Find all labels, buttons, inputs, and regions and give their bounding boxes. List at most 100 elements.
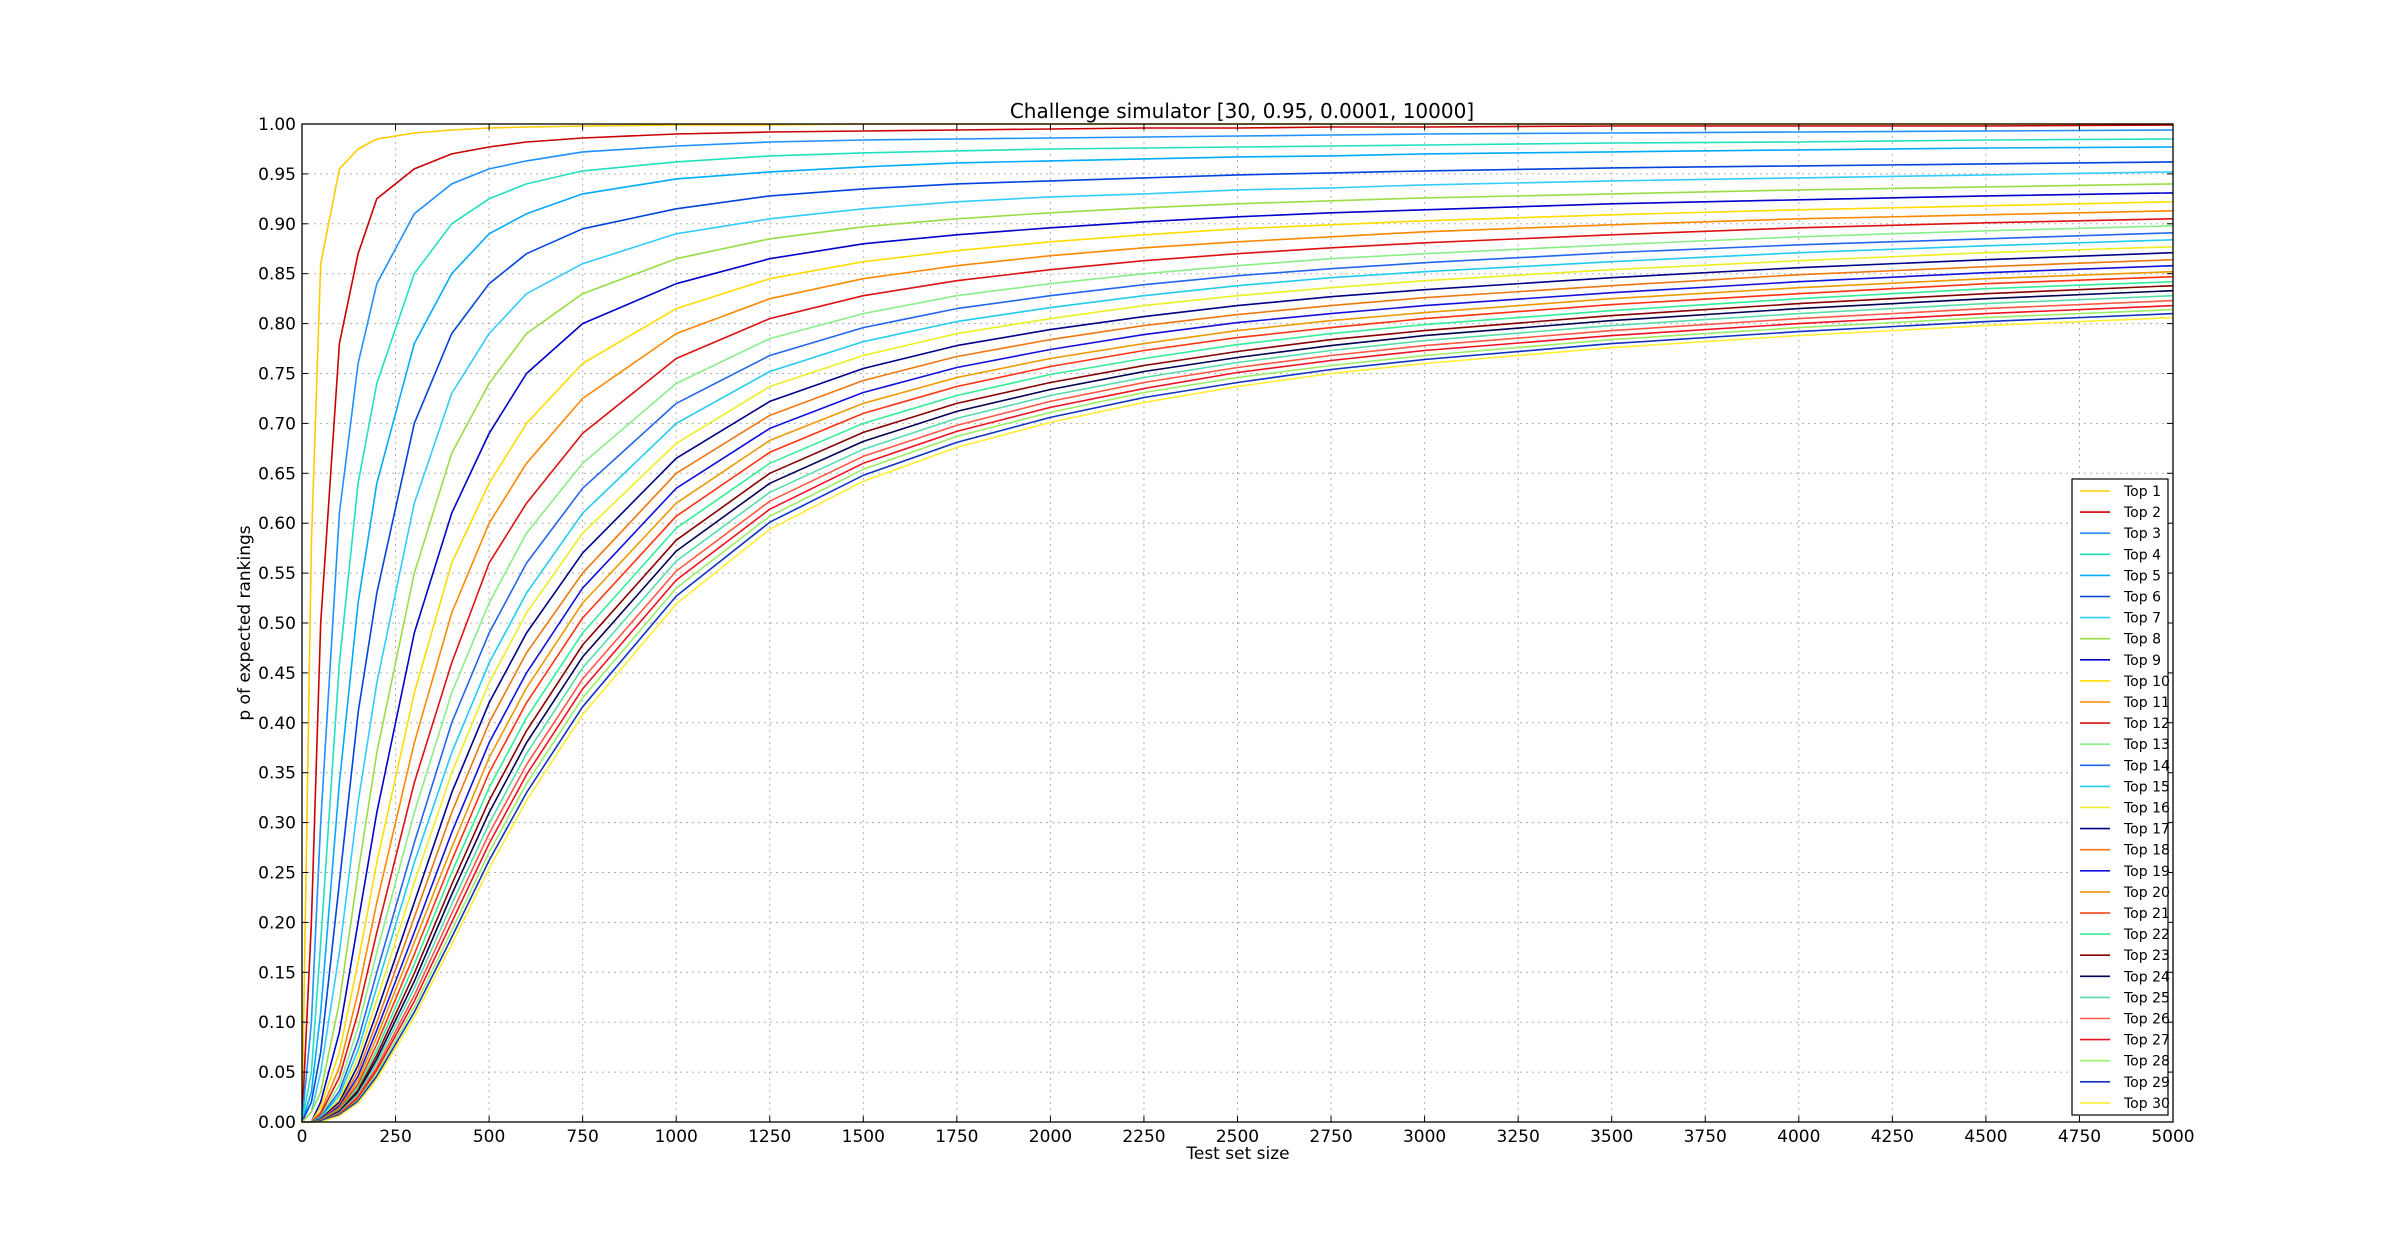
series-line-top-4 [301,138,2174,1123]
y-tick-label: 0.65 [258,464,296,484]
legend-label: Top 24 [2123,969,2170,985]
y-tick-label: 0.85 [258,265,296,285]
legend-label: Top 5 [2123,568,2161,584]
series-line-top-22 [302,280,2174,1123]
y-axis-ticks: 0.00 0.05 0.10 0.15 0.20 0.25 0.30 0.35 0.40 0.45… [258,115,2173,1133]
x-tick-label: 3500 [1590,1127,1633,1147]
x-tick-label: 0 [297,1127,308,1147]
plot-lines [301,123,2174,1123]
legend-label: Top 18 [2123,843,2170,859]
series-line-top-23 [302,284,2174,1123]
y-tick-label: 0.20 [258,913,296,933]
x-tick-label: 500 [473,1127,505,1147]
x-tick-label: 4750 [2058,1127,2101,1147]
series-line-top-3 [301,129,2174,1123]
legend-label: Top 21 [2123,906,2170,922]
series-line-top-8 [301,183,2174,1123]
legend-label: Top 30 [2123,1096,2170,1112]
x-axis-ticks: 0 250 500 750 1000 1250 1500 1750 2000 2250 2500 27… [297,124,2195,1147]
series-line-top-16 [302,246,2174,1123]
y-tick-label: 0.15 [258,963,296,983]
series-line-top-6 [301,161,2174,1123]
y-tick-label: 0.45 [258,664,296,684]
legend-label: Top 25 [2123,990,2170,1006]
series-line-top-20 [302,270,2174,1123]
y-tick-label: 1.00 [258,115,296,135]
series-line-top-30 [302,316,2174,1123]
x-tick-label: 3750 [1684,1127,1727,1147]
legend-label: Top 3 [2123,526,2161,542]
y-tick-label: 0.75 [258,365,296,385]
x-tick-label: 2500 [1216,1127,1259,1147]
legend-label: Top 11 [2123,695,2170,711]
legend-label: Top 29 [2123,1075,2170,1091]
y-tick-label: 0.30 [258,814,296,834]
y-tick-label: 0.05 [258,1063,296,1083]
series-line-top-10 [302,201,2174,1123]
x-tick-label: 5000 [2151,1127,2194,1147]
legend-label: Top 17 [2123,822,2170,838]
series-line-top-14 [302,232,2174,1123]
series-line-top-7 [301,171,2174,1123]
y-axis-label: p of expected rankings [235,525,255,720]
x-tick-label: 1000 [655,1127,698,1147]
legend-label: Top 10 [2123,674,2170,690]
legend-label: Top 22 [2123,927,2170,943]
series-line-top-19 [302,264,2174,1123]
legend-label: Top 4 [2123,547,2161,563]
y-tick-label: 0.55 [258,564,296,584]
legend-label: Top 6 [2123,590,2161,606]
x-tick-label: 4000 [1777,1127,1820,1147]
x-tick-label: 2000 [1029,1127,1072,1147]
series-line-top-24 [302,289,2174,1123]
x-tick-label: 1750 [935,1127,978,1147]
series-line-top-2 [301,124,2174,1123]
x-tick-label: 1250 [748,1127,791,1147]
y-tick-label: 0.70 [258,414,296,434]
x-tick-label: 750 [566,1127,598,1147]
x-tick-label: 3000 [1403,1127,1446,1147]
series-line-top-5 [301,146,2174,1123]
y-tick-label: 0.50 [258,614,296,634]
legend-label: Top 16 [2123,801,2170,817]
x-axis-label: Test set size [1185,1144,1289,1164]
series-line-top-26 [302,299,2174,1123]
x-tick-label: 4250 [1871,1127,1914,1147]
y-tick-label: 0.35 [258,764,296,784]
legend-label: Top 2 [2123,505,2161,521]
x-tick-label: 3250 [1497,1127,1540,1147]
y-tick-label: 0.10 [258,1013,296,1033]
x-tick-label: 2250 [1122,1127,1165,1147]
legend-label: Top 15 [2123,779,2170,795]
legend-label: Top 27 [2123,1033,2170,1049]
series-line-top-15 [302,239,2174,1123]
legend-label: Top 8 [2123,632,2161,648]
legend-label: Top 26 [2123,1012,2170,1028]
x-tick-label: 4500 [1964,1127,2007,1147]
y-tick-label: 0.80 [258,315,296,335]
y-tick-label: 0.90 [258,215,296,235]
legend-label: Top 20 [2123,885,2170,901]
series-line-top-12 [302,218,2174,1123]
series-line-top-21 [302,275,2174,1123]
x-tick-label: 250 [379,1127,411,1147]
series-line-top-17 [302,251,2174,1123]
legend-label: Top 12 [2123,716,2170,732]
y-tick-label: 0.60 [258,514,296,534]
legend-label: Top 9 [2123,653,2161,669]
y-tick-label: 0.40 [258,714,296,734]
legend-label: Top 1 [2123,484,2161,500]
series-line-top-13 [302,225,2174,1123]
series-line-top-27 [302,304,2174,1123]
legend-label: Top 14 [2123,758,2170,774]
series-line-top-11 [302,210,2174,1123]
series-line-top-29 [302,312,2174,1123]
x-tick-label: 2750 [1309,1127,1352,1147]
legend-label: Top 7 [2123,611,2161,627]
series-line-top-18 [302,258,2174,1123]
legend-box [2071,478,2169,1116]
legend: Top 1 Top 2 Top 3 Top 4 Top 5 Top 6 Top 7 Top 8… [2071,478,2170,1116]
chart-title: Challenge simulator [30, 0.95, 0.0001, 1… [1010,99,1474,123]
y-tick-label: 0.00 [258,1113,296,1133]
